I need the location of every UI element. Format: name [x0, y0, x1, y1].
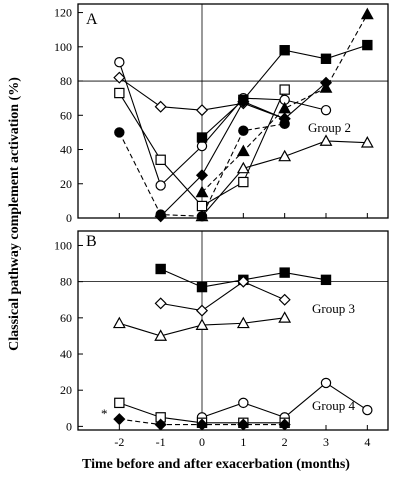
- data-point: [196, 140, 208, 152]
- x-tick-label: 1: [240, 435, 246, 449]
- x-axis-label: Time before and after exacerbation (mont…: [82, 457, 350, 472]
- panel-letter: B: [86, 233, 97, 250]
- data-point: [154, 418, 167, 431]
- panel-a: 0 20 40 60 80 100 120 A Group 2: [54, 3, 389, 225]
- x-tick-label: 4: [364, 435, 370, 449]
- data-point: [113, 413, 126, 426]
- data-point: [196, 281, 208, 293]
- data-point: [195, 185, 209, 198]
- data-point: [238, 176, 249, 188]
- plot-frame: [77, 3, 389, 219]
- data-point: [154, 297, 167, 310]
- panel-b: 0 20 40 60 80 100 B Group 3 Group 4 *: [54, 230, 389, 433]
- y-tick-label: 20: [60, 383, 72, 397]
- x-tick-label: -2: [114, 435, 124, 449]
- data-point: [195, 104, 209, 117]
- data-point: [155, 180, 166, 191]
- series-line: [118, 123, 285, 217]
- data-point: [362, 39, 373, 51]
- data-point: [113, 71, 126, 84]
- data-point: [154, 100, 167, 113]
- data-point: [155, 263, 166, 275]
- y-tick-label: 100: [54, 40, 72, 54]
- y-tick-label: 0: [66, 211, 72, 225]
- data-point: [278, 149, 292, 162]
- data-point: [278, 311, 292, 323]
- panel-letter: A: [86, 11, 98, 28]
- data-point: [360, 7, 374, 20]
- data-point: [114, 397, 125, 409]
- data-point: [114, 57, 125, 68]
- y-tick-label: 120: [54, 6, 72, 20]
- data-point: [196, 132, 208, 143]
- data-point: [196, 200, 208, 212]
- y-tick-label: 0: [66, 419, 72, 433]
- y-tick-label: 80: [60, 74, 72, 88]
- data-point: [237, 418, 250, 431]
- data-point: [320, 377, 332, 389]
- data-point: [278, 101, 292, 114]
- x-tick-label: 2: [282, 435, 288, 449]
- data-point: [195, 304, 209, 317]
- plot-frame: [77, 230, 389, 431]
- data-point: [195, 169, 209, 182]
- data-point: [278, 293, 291, 306]
- data-point: [195, 318, 209, 330]
- data-point: [237, 95, 250, 108]
- annotation-label: Group 2: [308, 120, 351, 135]
- data-point: [320, 53, 332, 64]
- y-axis-label-group: Classical pathway complement activation …: [7, 77, 22, 351]
- y-tick-label: 40: [60, 347, 72, 361]
- data-point: [320, 274, 332, 286]
- annotation-label: *: [101, 406, 108, 421]
- data-point: [196, 211, 208, 222]
- annotation-label: Group 4: [312, 398, 355, 413]
- y-tick-label: 100: [54, 238, 72, 252]
- x-tick-label: 0: [199, 435, 205, 449]
- data-point: [236, 161, 250, 174]
- data-point: [238, 397, 249, 409]
- y-tick-label: 60: [60, 311, 72, 325]
- data-point: [279, 84, 290, 95]
- data-point: [112, 316, 126, 329]
- annotation-label: Group 3: [312, 301, 355, 316]
- y-axis-label: Classical pathway complement activation …: [7, 77, 22, 351]
- data-point: [279, 118, 290, 130]
- y-tick-label: 20: [60, 177, 72, 191]
- data-point: [155, 209, 166, 220]
- data-point: [154, 329, 168, 341]
- y-tick-label: 40: [60, 143, 72, 157]
- data-point: [279, 267, 290, 278]
- data-point: [236, 144, 250, 157]
- data-point: [114, 87, 125, 99]
- data-point: [237, 275, 250, 288]
- data-point: [114, 127, 125, 138]
- series-line: [201, 14, 368, 193]
- data-point: [360, 136, 374, 148]
- y-tick-label: 80: [60, 275, 72, 289]
- data-point: [319, 134, 333, 146]
- x-tick-labels: -2 -1 0 1 2 3 4: [114, 435, 370, 449]
- data-point: [319, 76, 333, 89]
- y-tick-label: 60: [60, 108, 72, 122]
- data-point: [362, 404, 373, 416]
- series-line: [160, 281, 285, 312]
- data-point: [195, 418, 209, 431]
- x-tick-label: 3: [323, 435, 329, 449]
- data-point: [236, 316, 250, 329]
- data-point: [238, 125, 249, 136]
- data-point: [155, 154, 166, 165]
- data-point: [278, 418, 291, 431]
- data-point: [279, 45, 290, 56]
- x-tick-label: -1: [156, 435, 166, 449]
- data-point: [320, 104, 332, 116]
- series-line: [118, 62, 327, 187]
